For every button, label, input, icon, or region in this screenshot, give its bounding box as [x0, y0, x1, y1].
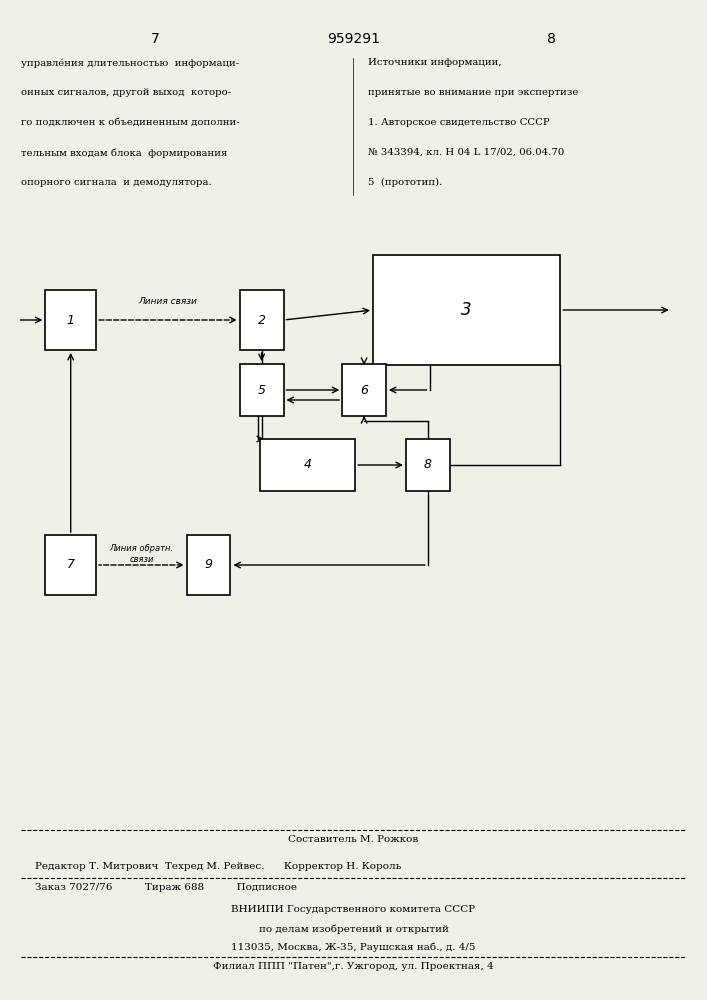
Text: 7: 7: [151, 32, 160, 46]
FancyBboxPatch shape: [187, 535, 230, 595]
Text: Составитель М. Рожков: Составитель М. Рожков: [288, 835, 419, 844]
Text: 8: 8: [423, 458, 432, 472]
Text: 8: 8: [547, 32, 556, 46]
Text: 5  (прототип).: 5 (прототип).: [368, 178, 442, 187]
Text: 5: 5: [257, 383, 266, 396]
FancyBboxPatch shape: [406, 439, 450, 491]
FancyBboxPatch shape: [342, 364, 386, 416]
FancyBboxPatch shape: [373, 255, 561, 365]
Text: № 343394, кл. H 04 L 17/02, 06.04.70: № 343394, кл. H 04 L 17/02, 06.04.70: [368, 148, 564, 157]
Text: 6: 6: [360, 383, 368, 396]
Text: го подключен к объединенным дополни-: го подключен к объединенным дополни-: [21, 118, 240, 127]
Text: 7: 7: [66, 558, 75, 572]
Text: 4: 4: [303, 458, 312, 472]
Text: 1: 1: [66, 314, 75, 326]
FancyBboxPatch shape: [240, 290, 284, 350]
Text: Линия связи: Линия связи: [139, 297, 197, 306]
Text: Редактор Т. Митрович  Техред М. Рейвес.      Корректор Н. Король: Редактор Т. Митрович Техред М. Рейвес. К…: [35, 862, 402, 871]
Text: 959291: 959291: [327, 32, 380, 46]
FancyBboxPatch shape: [259, 439, 355, 491]
Text: управле́ния длительностью  информаци-: управле́ния длительностью информаци-: [21, 58, 240, 68]
Text: ВНИИПИ Государственного комитета СССР: ВНИИПИ Государственного комитета СССР: [231, 905, 476, 914]
FancyBboxPatch shape: [45, 290, 96, 350]
Text: Филиал ППП "Патен",г. Ужгород, ул. Проектная, 4: Филиал ППП "Патен",г. Ужгород, ул. Проек…: [214, 962, 493, 971]
Text: по делам изобретений и открытий: по делам изобретений и открытий: [259, 924, 448, 934]
Text: 9: 9: [204, 558, 213, 572]
FancyBboxPatch shape: [240, 364, 284, 416]
Text: 1. Авторское свидетельство СССР: 1. Авторское свидетельство СССР: [368, 118, 549, 127]
Text: связи: связи: [129, 555, 153, 564]
Text: 113035, Москва, Ж-35, Раушская наб., д. 4/5: 113035, Москва, Ж-35, Раушская наб., д. …: [231, 942, 476, 952]
Text: тельным входам блока  формирования: тельным входам блока формирования: [21, 148, 228, 157]
Text: принятые во внимание при экспертизе: принятые во внимание при экспертизе: [368, 88, 578, 97]
Text: Линия обратн.: Линия обратн.: [110, 544, 173, 553]
Text: 2: 2: [257, 314, 266, 326]
Text: онных сигналов, другой выход  которо-: онных сигналов, другой выход которо-: [21, 88, 231, 97]
FancyBboxPatch shape: [45, 535, 96, 595]
Text: опорного сигнала  и демодулятора.: опорного сигнала и демодулятора.: [21, 178, 212, 187]
Text: Заказ 7027/76          Тираж 688          Подписное: Заказ 7027/76 Тираж 688 Подписное: [35, 883, 298, 892]
Text: 3: 3: [461, 301, 472, 319]
Text: Источники информации,: Источники информации,: [368, 58, 501, 67]
